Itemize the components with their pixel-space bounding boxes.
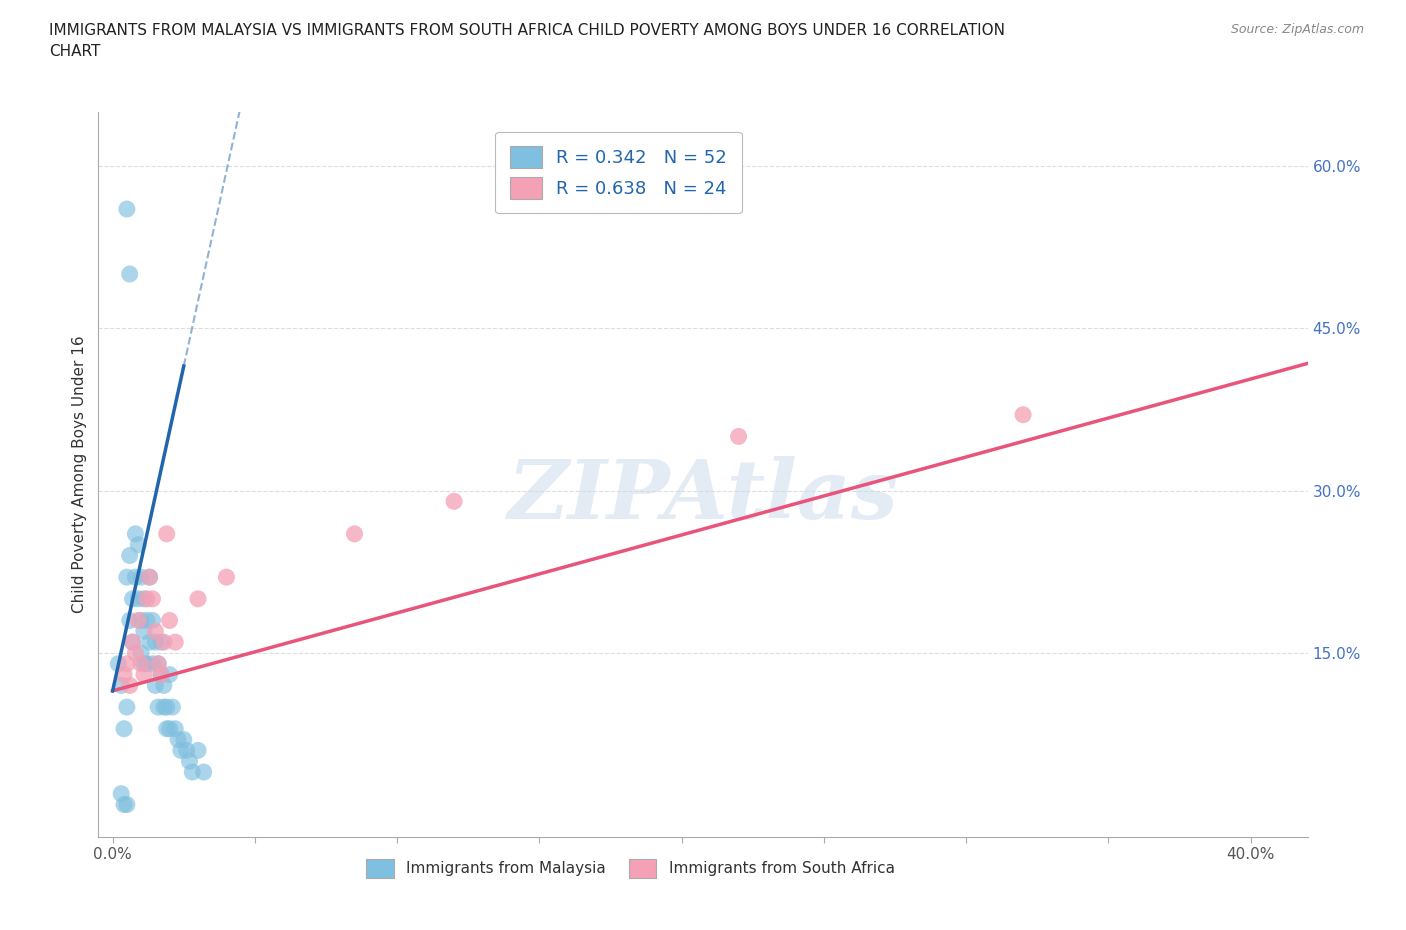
Point bbox=[156, 699, 179, 714]
Point bbox=[112, 667, 135, 682]
Point bbox=[141, 613, 163, 628]
Point bbox=[112, 797, 135, 812]
Text: ZIPAtlas: ZIPAtlas bbox=[508, 456, 898, 536]
Point bbox=[727, 429, 749, 444]
Point bbox=[127, 538, 149, 552]
Point bbox=[150, 634, 173, 649]
Point bbox=[112, 722, 135, 737]
Point bbox=[115, 699, 138, 714]
Y-axis label: Child Poverty Among Boys Under 16: Child Poverty Among Boys Under 16 bbox=[72, 336, 87, 613]
Point bbox=[159, 667, 181, 682]
Point bbox=[135, 591, 157, 606]
Point bbox=[141, 657, 163, 671]
Point bbox=[1012, 407, 1035, 422]
Point bbox=[173, 732, 195, 747]
Point bbox=[153, 699, 176, 714]
Point bbox=[118, 678, 141, 693]
Point bbox=[115, 657, 138, 671]
Point bbox=[165, 634, 187, 649]
Point bbox=[121, 634, 143, 649]
Text: IMMIGRANTS FROM MALAYSIA VS IMMIGRANTS FROM SOUTH AFRICA CHILD POVERTY AMONG BOY: IMMIGRANTS FROM MALAYSIA VS IMMIGRANTS F… bbox=[49, 23, 1005, 60]
Point bbox=[127, 613, 149, 628]
Point bbox=[132, 591, 155, 606]
Point bbox=[132, 667, 155, 682]
Point bbox=[115, 797, 138, 812]
Point bbox=[129, 657, 152, 671]
Point bbox=[132, 657, 155, 671]
Point bbox=[165, 722, 187, 737]
Point bbox=[115, 202, 138, 217]
Point bbox=[127, 591, 149, 606]
Point bbox=[115, 570, 138, 585]
Point bbox=[193, 764, 215, 779]
Point bbox=[141, 591, 163, 606]
Point bbox=[146, 657, 169, 671]
Point bbox=[146, 657, 169, 671]
Point bbox=[124, 645, 146, 660]
Point bbox=[179, 754, 201, 769]
Point bbox=[107, 657, 129, 671]
Point bbox=[343, 526, 366, 541]
Point bbox=[118, 613, 141, 628]
Point bbox=[132, 624, 155, 639]
Point bbox=[124, 570, 146, 585]
Point bbox=[138, 634, 160, 649]
Point bbox=[162, 699, 184, 714]
Point bbox=[443, 494, 465, 509]
Point bbox=[121, 634, 143, 649]
Point bbox=[187, 591, 209, 606]
Point bbox=[143, 634, 166, 649]
Point bbox=[129, 645, 152, 660]
Point bbox=[118, 267, 141, 282]
Point bbox=[110, 786, 132, 801]
Point bbox=[121, 591, 143, 606]
Point bbox=[159, 722, 181, 737]
Point bbox=[110, 678, 132, 693]
Point bbox=[143, 678, 166, 693]
Point bbox=[187, 743, 209, 758]
Point bbox=[124, 526, 146, 541]
Point bbox=[215, 570, 238, 585]
Point bbox=[153, 634, 176, 649]
Point bbox=[156, 526, 179, 541]
Point bbox=[138, 570, 160, 585]
Point bbox=[156, 722, 179, 737]
Text: Source: ZipAtlas.com: Source: ZipAtlas.com bbox=[1230, 23, 1364, 36]
Point bbox=[129, 613, 152, 628]
Point bbox=[129, 570, 152, 585]
Point bbox=[135, 613, 157, 628]
Point bbox=[118, 548, 141, 563]
Point bbox=[138, 570, 160, 585]
Point bbox=[143, 624, 166, 639]
Point bbox=[150, 667, 173, 682]
Point bbox=[135, 657, 157, 671]
Point bbox=[150, 667, 173, 682]
Point bbox=[167, 732, 190, 747]
Point bbox=[170, 743, 193, 758]
Point bbox=[181, 764, 204, 779]
Point bbox=[159, 613, 181, 628]
Legend: Immigrants from Malaysia, Immigrants from South Africa: Immigrants from Malaysia, Immigrants fro… bbox=[360, 853, 901, 884]
Point bbox=[153, 678, 176, 693]
Point bbox=[176, 743, 198, 758]
Point bbox=[146, 699, 169, 714]
